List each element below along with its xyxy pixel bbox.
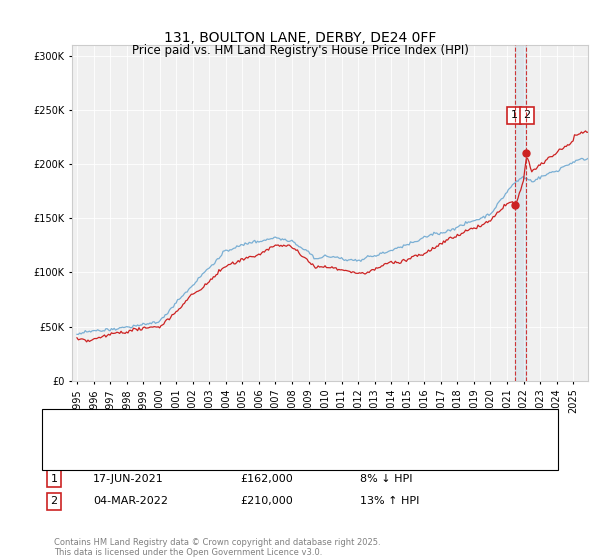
- Text: 2: 2: [524, 110, 531, 120]
- Text: £210,000: £210,000: [240, 496, 293, 506]
- Text: HPI: Average price, semi-detached house, City of Derby: HPI: Average price, semi-detached house,…: [93, 450, 365, 460]
- Text: 131, BOULTON LANE, DERBY, DE24 0FF (semi-detached house): 131, BOULTON LANE, DERBY, DE24 0FF (semi…: [93, 433, 401, 443]
- Text: 1: 1: [511, 110, 517, 120]
- Text: £162,000: £162,000: [240, 474, 293, 484]
- Text: 2: 2: [50, 496, 58, 506]
- Text: 04-MAR-2022: 04-MAR-2022: [93, 496, 168, 506]
- Text: Contains HM Land Registry data © Crown copyright and database right 2025.
This d: Contains HM Land Registry data © Crown c…: [54, 538, 380, 557]
- Bar: [515, 45, 526, 381]
- Text: 8% ↓ HPI: 8% ↓ HPI: [360, 474, 413, 484]
- Text: 131, BOULTON LANE, DERBY, DE24 0FF: 131, BOULTON LANE, DERBY, DE24 0FF: [164, 31, 436, 45]
- Text: 17-JUN-2021: 17-JUN-2021: [93, 474, 164, 484]
- Text: 13% ↑ HPI: 13% ↑ HPI: [360, 496, 419, 506]
- Text: Price paid vs. HM Land Registry's House Price Index (HPI): Price paid vs. HM Land Registry's House …: [131, 44, 469, 57]
- Text: 1: 1: [50, 474, 58, 484]
